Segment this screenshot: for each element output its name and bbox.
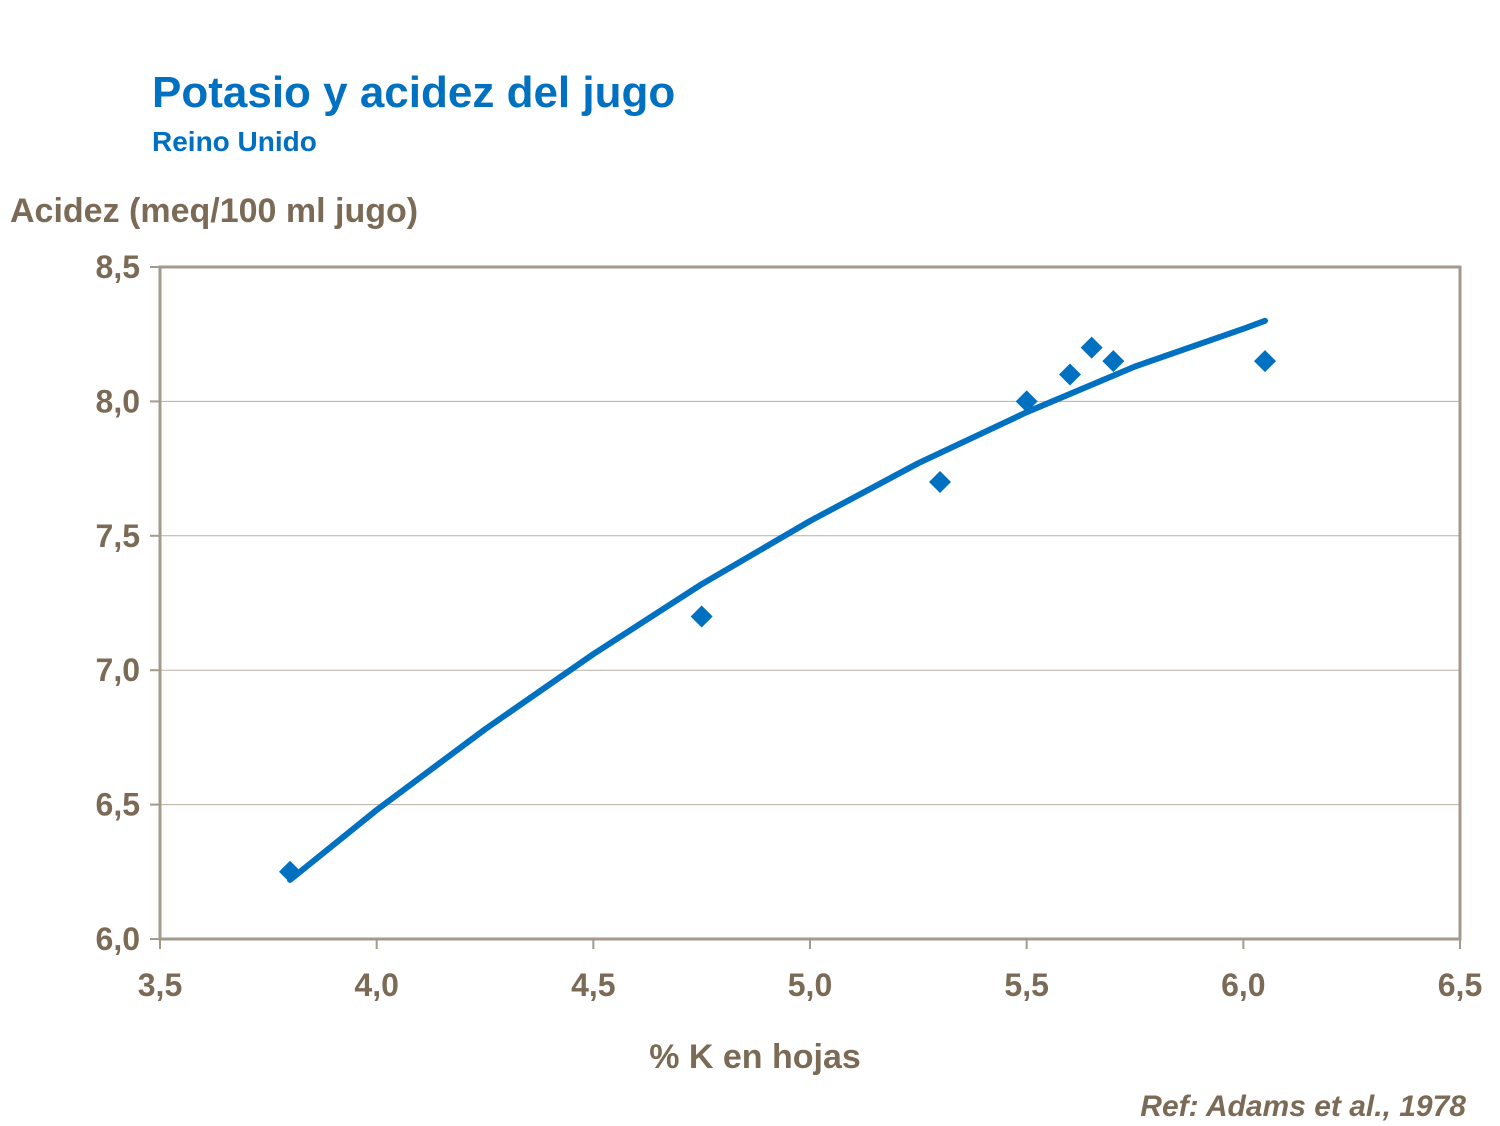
x-tick-label: 4,0 bbox=[354, 967, 398, 1003]
data-point bbox=[690, 605, 713, 628]
x-tick-label: 3,5 bbox=[138, 967, 182, 1003]
data-point bbox=[929, 471, 951, 494]
data-point bbox=[1254, 350, 1276, 373]
y-tick-label: 8,5 bbox=[96, 249, 140, 285]
trendline bbox=[287, 317, 1268, 883]
chart-subtitle: Reino Unido bbox=[152, 126, 317, 157]
data-point bbox=[279, 860, 301, 883]
data-point bbox=[1080, 336, 1103, 359]
reference-note: Ref: Adams et al., 1978 bbox=[1140, 1090, 1466, 1123]
x-tick-label: 6,5 bbox=[1438, 967, 1482, 1003]
data-point bbox=[1015, 390, 1038, 413]
y-tick-label: 7,5 bbox=[96, 518, 140, 554]
x-axis-label: % K en hojas bbox=[649, 1038, 861, 1076]
y-tick-label: 6,5 bbox=[96, 787, 140, 823]
chart-title: Potasio y acidez del jugo bbox=[152, 68, 676, 117]
y-tick-label: 6,0 bbox=[96, 921, 140, 957]
y-tick-label: 7,0 bbox=[96, 652, 140, 688]
y-axis-label: Acidez (meq/100 ml jugo) bbox=[10, 192, 419, 230]
x-tick-label: 4,5 bbox=[571, 967, 615, 1003]
data-point bbox=[1059, 363, 1081, 386]
plot-frame bbox=[158, 265, 1462, 941]
x-tick-label: 5,5 bbox=[1004, 967, 1048, 1003]
data-point bbox=[1102, 350, 1125, 373]
x-tick-label: 6,0 bbox=[1221, 967, 1265, 1003]
x-tick-label: 5,0 bbox=[788, 967, 832, 1003]
y-tick-label: 8,0 bbox=[96, 383, 140, 419]
